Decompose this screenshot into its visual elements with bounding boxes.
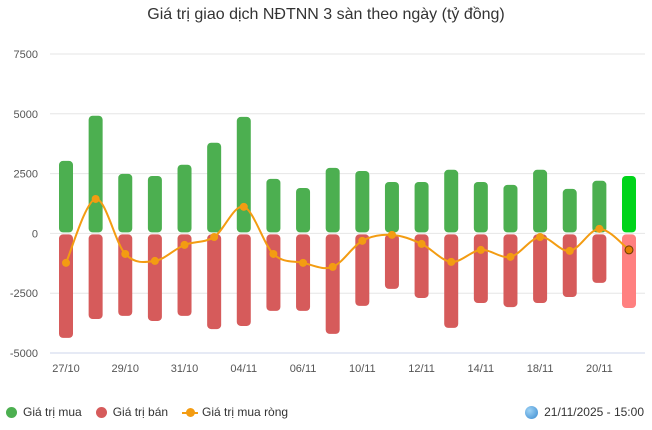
net-point [180, 240, 189, 249]
legend-buy-label: Giá trị mua [23, 405, 82, 419]
buy-bar [266, 178, 281, 233]
sell-bar [147, 234, 162, 321]
x-tick-label: 27/10 [52, 363, 80, 375]
timestamp-text: 21/11/2025 - 15:00 [544, 405, 644, 419]
buy-bar [503, 184, 518, 233]
sell-bar [207, 234, 222, 330]
sell-bar [384, 234, 399, 289]
x-tick-label: 31/10 [171, 363, 199, 375]
net-point [210, 232, 219, 241]
legend: Giá trị mua Giá trị bán Giá trị mua ròng [6, 405, 302, 419]
sell-bar [444, 234, 459, 328]
chart-title: Giá trị giao dịch NĐTNN 3 sàn theo ngày … [147, 6, 505, 23]
buy-bar [533, 169, 548, 233]
net-point [387, 230, 396, 239]
net-point [269, 249, 278, 258]
buy-bar [562, 188, 577, 233]
net-point [299, 258, 308, 267]
legend-net-label: Giá trị mua ròng [202, 405, 289, 419]
sell-bar [622, 234, 636, 309]
net-point [447, 257, 456, 266]
buy-bar [296, 187, 311, 233]
net-point [239, 202, 248, 211]
sell-bar [59, 234, 73, 338]
y-tick-label: -2500 [10, 288, 38, 300]
sell-bar [177, 234, 192, 316]
buy-bar [355, 170, 370, 233]
sell-bar [503, 234, 518, 308]
x-tick-label: 12/11 [408, 363, 435, 375]
legend-buy[interactable]: Giá trị mua [6, 405, 82, 419]
net-point [328, 262, 337, 271]
sell-bar [325, 234, 340, 334]
sell-bar [562, 234, 577, 298]
legend-buy-icon [6, 406, 17, 418]
buy-bar [414, 181, 429, 233]
net-point [595, 224, 604, 233]
buy-bar [207, 142, 222, 233]
net-point [121, 249, 130, 258]
sell-bar [592, 234, 607, 283]
buy-bar [147, 175, 162, 233]
sell-bar [236, 234, 251, 326]
y-tick-label: 5000 [14, 109, 38, 121]
net-point [417, 239, 426, 248]
buy-bar [59, 160, 73, 233]
buy-bar [444, 169, 459, 233]
buy-bar [118, 173, 133, 233]
y-tick-label: -5000 [10, 348, 38, 360]
sell-bar [355, 234, 370, 306]
timestamp: 21/11/2025 - 15:00 [525, 405, 644, 419]
x-tick-label: 14/11 [467, 363, 494, 375]
x-tick-label: 10/11 [349, 363, 376, 375]
buy-bar [592, 180, 607, 233]
buy-bar [622, 175, 636, 233]
net-point [91, 194, 100, 203]
sell-bar [414, 234, 429, 298]
buy-bar [325, 167, 340, 233]
net-point [624, 245, 634, 255]
x-tick-label: 20/11 [586, 363, 613, 375]
net-point [506, 252, 515, 261]
chart-plot: -5000 -2500 0 2500 5000 7500 27/10 29/10 31/10 04… [10, 49, 645, 375]
y-tick-label: 7500 [14, 49, 38, 61]
x-tick-label: 18/11 [527, 363, 554, 375]
y-tick-label: 0 [32, 228, 38, 240]
buy-bar [384, 181, 399, 233]
sell-bar [533, 234, 548, 304]
net-point [565, 246, 574, 255]
y-tick-label: 2500 [14, 169, 38, 181]
x-tick-label: 06/11 [290, 363, 317, 375]
buy-bar [88, 115, 103, 233]
buy-bar [473, 181, 488, 233]
legend-sell-icon [95, 406, 107, 418]
net-point [536, 232, 545, 241]
legend-sell[interactable]: Giá trị bán [95, 405, 169, 419]
globe-icon [525, 405, 539, 419]
buy-bar [236, 116, 251, 233]
sell-bar [473, 234, 488, 304]
sell-bar [296, 234, 311, 311]
net-point [358, 236, 367, 245]
x-tick-label: 29/10 [111, 363, 139, 375]
net-point [476, 245, 485, 254]
buy-bar [177, 164, 192, 233]
x-tick-label: 04/11 [230, 363, 257, 375]
sell-bar [88, 234, 103, 320]
legend-net[interactable]: Giá trị mua ròng [182, 405, 288, 419]
net-point [150, 256, 159, 265]
legend-net-icon [182, 407, 199, 418]
legend-sell-label: Giá trị bán [112, 405, 169, 419]
net-point [62, 258, 70, 267]
